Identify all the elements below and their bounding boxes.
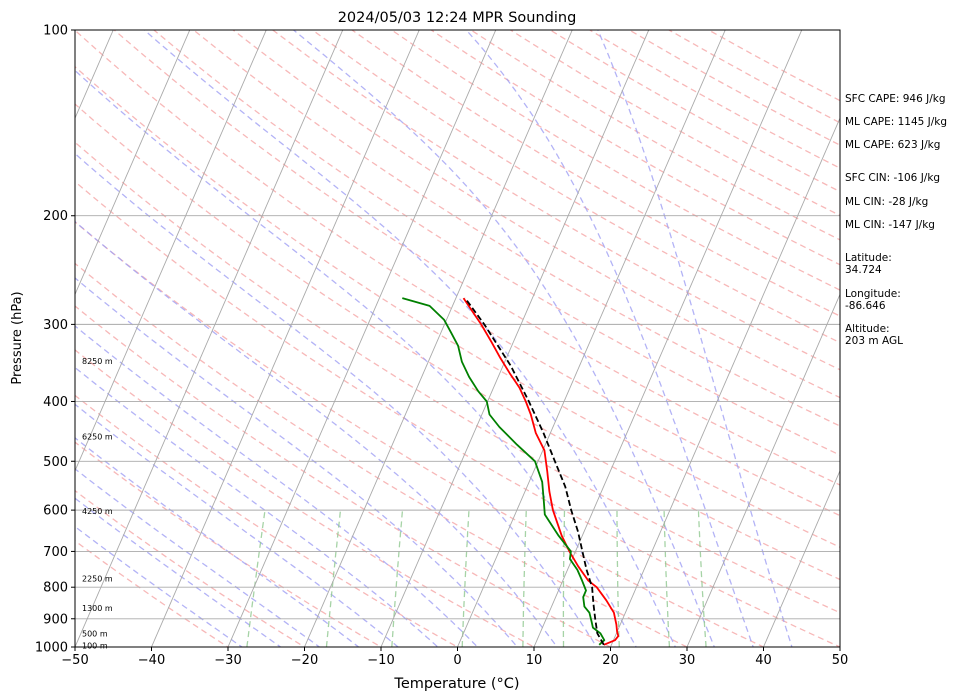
moist-adiabat bbox=[75, 366, 439, 647]
stat-line: ML CIN: -28 J/kg bbox=[845, 196, 929, 208]
x-tick-label: 10 bbox=[526, 653, 543, 668]
profile-lines bbox=[402, 297, 620, 646]
dry-adiabat bbox=[391, 30, 840, 291]
isotherm bbox=[75, 30, 191, 296]
dry-adiabat bbox=[75, 30, 840, 517]
mixing-ratio-line bbox=[325, 510, 342, 647]
moist-adiabat bbox=[75, 468, 321, 647]
dry-adiabat bbox=[75, 221, 766, 647]
isotherm bbox=[763, 469, 840, 647]
isotherm bbox=[380, 30, 650, 647]
y-tick-label: 800 bbox=[43, 581, 68, 596]
stat-line: Longitude: bbox=[845, 288, 901, 300]
moist-adiabat bbox=[75, 277, 519, 647]
y-tick-label: 900 bbox=[43, 612, 68, 627]
x-tick-label: 0 bbox=[453, 653, 461, 668]
dry-adiabat bbox=[272, 30, 840, 371]
isotherm bbox=[227, 30, 497, 647]
y-tick-label: 400 bbox=[43, 395, 68, 410]
y-axis: 1000 900 800 700 600 500 400 300 200 100 bbox=[35, 24, 75, 656]
x-tick-label: −30 bbox=[214, 653, 241, 668]
dry-adiabat bbox=[312, 30, 840, 344]
mixing-ratio-line bbox=[246, 510, 266, 647]
x-tick-label: −50 bbox=[61, 653, 88, 668]
dry-adiabat bbox=[75, 540, 230, 647]
isotherm bbox=[75, 30, 344, 647]
y-tick-label: 300 bbox=[43, 318, 68, 333]
parcel-line bbox=[464, 297, 605, 646]
sounding-stats: SFC CAPE: 946 J/kg ML CAPE: 1145 J/kg ML C… bbox=[845, 0, 962, 700]
moist-adiabat bbox=[75, 152, 598, 647]
dry-adiabat bbox=[153, 30, 840, 456]
dry-adiabat bbox=[75, 305, 612, 647]
stat-line: 203 m AGL bbox=[845, 335, 903, 347]
height-label: 100 m bbox=[82, 641, 108, 650]
stat-line: ML CAPE: 1145 J/kg bbox=[845, 116, 948, 128]
x-tick-label: 30 bbox=[679, 653, 696, 668]
mixing-ratio-line bbox=[522, 510, 527, 647]
isotherm bbox=[151, 30, 420, 647]
y-axis-label: Pressure (hPa) bbox=[10, 291, 25, 384]
isotherm bbox=[304, 30, 573, 647]
moist-adiabat bbox=[143, 30, 677, 647]
y-tick-label: 100 bbox=[43, 24, 68, 39]
height-label: 8250 m bbox=[82, 357, 113, 366]
y-tick-label: 500 bbox=[43, 455, 68, 470]
x-tick-label: 50 bbox=[832, 653, 849, 668]
dry-adiabat bbox=[75, 489, 306, 647]
dry-adiabat bbox=[75, 349, 536, 647]
moist-adiabat bbox=[75, 437, 360, 647]
moist-adiabat bbox=[75, 497, 282, 647]
temperature-line bbox=[462, 297, 620, 646]
stat-line: Latitude: bbox=[845, 252, 892, 264]
mixing-ratio-line bbox=[663, 510, 671, 647]
stat-line: -86.646 bbox=[845, 300, 886, 312]
isotherm bbox=[686, 293, 840, 647]
height-label: 500 m bbox=[82, 629, 108, 638]
stat-line: ML CIN: -147 J/kg bbox=[845, 219, 935, 231]
y-tick-label: 200 bbox=[43, 209, 68, 224]
moist-adiabat bbox=[293, 30, 716, 647]
x-axis: −50 −40 −30 −20 −10 0 10 20 30 40 50 bbox=[61, 647, 848, 668]
x-tick-label: −20 bbox=[291, 653, 318, 668]
stat-line: 34.724 bbox=[845, 264, 882, 276]
y-tick-label: 1000 bbox=[35, 641, 68, 656]
moist-adiabat bbox=[465, 30, 754, 647]
stat-line: Altitude: bbox=[845, 323, 890, 335]
isotherm bbox=[533, 30, 803, 647]
chart-title: 2024/05/03 12:24 MPR Sounding bbox=[338, 10, 577, 26]
dewpoint-line bbox=[402, 297, 606, 646]
dry-adiabat bbox=[75, 262, 689, 647]
background-lines bbox=[75, 30, 840, 647]
dry-adiabat bbox=[75, 180, 840, 647]
x-tick-label: −40 bbox=[138, 653, 165, 668]
x-tick-label: 40 bbox=[755, 653, 772, 668]
height-label: 6250 m bbox=[82, 433, 113, 442]
x-tick-label: −10 bbox=[367, 653, 394, 668]
mixing-ratio-line bbox=[697, 510, 707, 647]
stat-line: SFC CIN: -106 J/kg bbox=[845, 172, 941, 184]
stat-line: SFC CAPE: 946 J/kg bbox=[845, 93, 946, 105]
moist-adiabat bbox=[75, 325, 479, 647]
moist-adiabat bbox=[597, 30, 793, 647]
isotherm bbox=[457, 30, 726, 647]
moist-adiabat bbox=[75, 525, 244, 647]
height-label: 1300 m bbox=[82, 604, 113, 613]
stat-line: ML CAPE: 623 J/kg bbox=[845, 139, 941, 151]
y-tick-label: 700 bbox=[43, 545, 68, 560]
x-tick-label: 20 bbox=[602, 653, 619, 668]
dry-adiabat bbox=[75, 441, 383, 647]
isotherm bbox=[75, 30, 267, 472]
height-label: 4250 m bbox=[82, 507, 113, 516]
height-labels: 100 m 500 m 1300 m 2250 m 4250 m 6250 m 8250 m bbox=[82, 357, 113, 650]
dry-adiabat bbox=[193, 30, 840, 427]
x-axis-label: Temperature (°C) bbox=[393, 676, 519, 692]
dry-adiabat bbox=[75, 65, 840, 548]
y-tick-label: 600 bbox=[43, 504, 68, 519]
moist-adiabat bbox=[75, 220, 558, 647]
dry-adiabat bbox=[75, 141, 840, 614]
isotherm bbox=[610, 117, 840, 647]
height-label: 2250 m bbox=[82, 575, 113, 584]
